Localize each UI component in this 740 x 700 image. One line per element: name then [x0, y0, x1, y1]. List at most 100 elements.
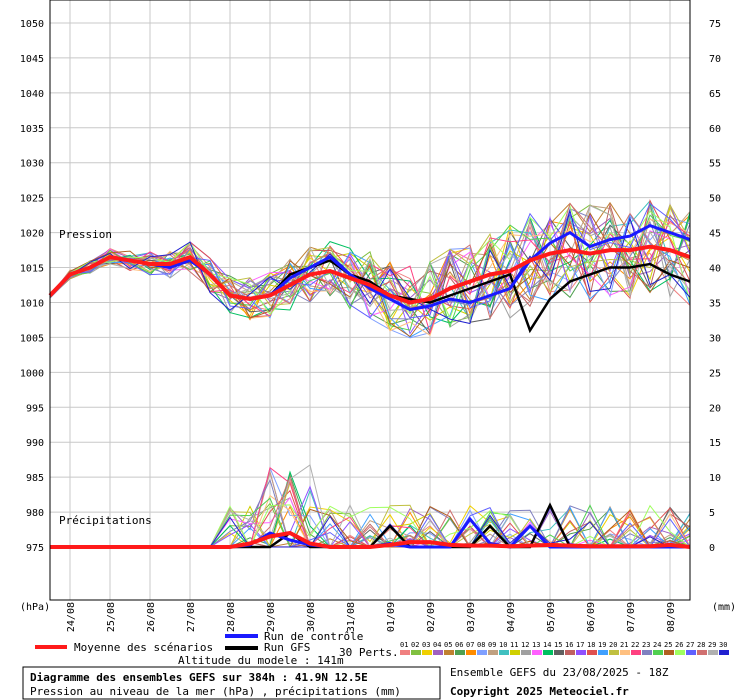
pert-swatch [488, 650, 498, 655]
pressure-tick-label: 1050 [20, 19, 44, 30]
legend-gfs-label: Run GFS [264, 641, 310, 654]
precip-tick-label: 25 [709, 368, 721, 379]
date-tick-label: 29/08 [266, 602, 277, 632]
pert-swatch [598, 650, 608, 655]
perturbation-pressure-line [49, 202, 691, 319]
precip-tick-label: 20 [709, 403, 721, 414]
date-tick-label: 26/08 [146, 602, 157, 632]
diagram-title: Diagramme des ensembles GEFS sur 384h : … [30, 671, 368, 684]
perturbation-pressure-line [49, 213, 691, 338]
date-tick-label: 08/09 [666, 602, 677, 632]
pert-swatch [565, 650, 575, 655]
pert-number: 30 [719, 641, 727, 649]
pressure-tick-label: 1045 [20, 54, 44, 65]
pert-number: 07 [466, 641, 474, 649]
pert-number: 12 [521, 641, 529, 649]
pert-number: 28 [697, 641, 705, 649]
perturbation-pressure-line [49, 208, 691, 325]
pressure-tick-label: 990 [26, 438, 44, 449]
date-tick-label: 25/08 [106, 602, 117, 632]
precip-tick-label: 50 [709, 194, 721, 205]
perturbation-pressure-line [49, 208, 691, 320]
pert-number: 24 [653, 641, 661, 649]
pert-number: 21 [620, 641, 628, 649]
pressure-axis: 1050 1045 1040 1035 1030 1025 1020 1015 1010 1005… [20, 19, 44, 554]
pert-number: 10 [499, 641, 507, 649]
pert-swatch [587, 650, 597, 655]
precip-tick-label: 55 [709, 159, 721, 170]
legend-mean-label: Moyenne des scénarios [74, 641, 213, 654]
pert-swatch [532, 650, 542, 655]
pert-swatch [543, 650, 553, 655]
pert-swatch [411, 650, 421, 655]
precip-tick-label: 5 [709, 508, 715, 519]
pert-swatch [697, 650, 707, 655]
precip-tick-label: 45 [709, 229, 721, 240]
pert-swatch [400, 650, 410, 655]
diagram-subtitle: Pression au niveau de la mer (hPa) , pré… [30, 685, 401, 698]
pressure-tick-label: 975 [26, 543, 44, 554]
precip-tick-label: 70 [709, 54, 721, 65]
pert-swatch [510, 650, 520, 655]
pressure-tick-label: 995 [26, 403, 44, 414]
pressure-tick-label: 1015 [20, 264, 44, 275]
pressure-tick-label: 1025 [20, 194, 44, 205]
pert-swatch [642, 650, 652, 655]
pert-swatch [422, 650, 432, 655]
plot-frame [49, 0, 691, 601]
pert-number: 01 [400, 641, 408, 649]
left-unit-label: (hPa) [20, 602, 50, 613]
pert-swatch [620, 650, 630, 655]
pert-number: 16 [565, 641, 573, 649]
perturbation-legend: 01 02 03 04 05 06 07 08 09 10 11 12 13 14 15 16 17 18 19 20… [400, 641, 729, 655]
legend-perts-label: 30 Perts. [339, 646, 399, 659]
date-tick-label: 31/08 [346, 602, 357, 632]
pert-swatch [664, 650, 674, 655]
pert-number: 23 [642, 641, 650, 649]
pert-number: 02 [411, 641, 419, 649]
date-tick-label: 03/09 [466, 602, 477, 632]
precip-tick-label: 0 [709, 543, 715, 554]
pert-swatch [433, 650, 443, 655]
precip-tick-label: 65 [709, 89, 721, 100]
precip-tick-label: 60 [709, 124, 721, 135]
mean-precip-line [50, 530, 691, 549]
pert-number: 27 [686, 641, 694, 649]
mean-pressure-line [48, 244, 691, 305]
run-info: Ensemble GEFS du 23/08/2025 - 18Z [450, 666, 669, 679]
pressure-tick-label: 985 [26, 473, 44, 484]
pert-number: 05 [444, 641, 452, 649]
pert-number: 25 [664, 641, 672, 649]
pert-swatch [499, 650, 509, 655]
date-tick-label: 01/09 [386, 602, 397, 632]
precip-tick-label: 15 [709, 438, 721, 449]
pressure-tick-label: 1030 [20, 159, 44, 170]
pert-swatch [708, 650, 718, 655]
pressure-tick-label: 1010 [20, 298, 44, 309]
pert-number: 11 [510, 641, 518, 649]
date-tick-label: 27/08 [186, 602, 197, 632]
pert-swatch [466, 650, 476, 655]
date-tick-label: 05/09 [546, 602, 557, 632]
pert-number: 20 [609, 641, 617, 649]
pert-number: 03 [422, 641, 430, 649]
pert-number: 04 [433, 641, 441, 649]
pert-swatch [477, 650, 487, 655]
date-tick-label: 07/09 [626, 602, 637, 632]
date-tick-label: 04/09 [506, 602, 517, 632]
model-altitude: Altitude du modele : 141m [178, 654, 344, 667]
pert-swatch [455, 650, 465, 655]
pert-number: 08 [477, 641, 485, 649]
pert-number: 19 [598, 641, 606, 649]
pressure-tick-label: 980 [26, 508, 44, 519]
pert-swatch [653, 650, 663, 655]
pert-number: 17 [576, 641, 584, 649]
perturbation-pressure-line [49, 205, 691, 320]
pert-swatch [554, 650, 564, 655]
pert-swatch [444, 650, 454, 655]
pert-number: 13 [532, 641, 540, 649]
date-tick-label: 30/08 [306, 602, 317, 632]
